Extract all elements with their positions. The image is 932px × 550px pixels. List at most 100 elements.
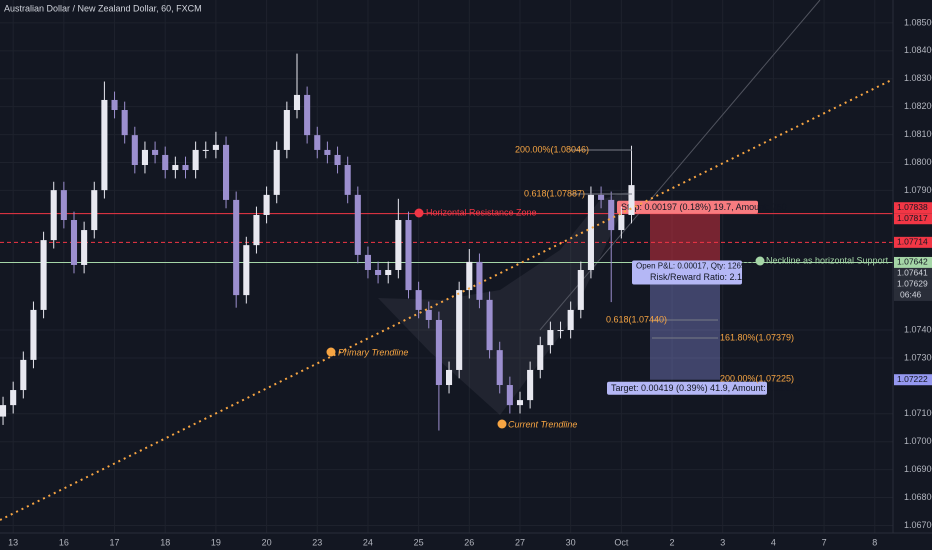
candle-body [354,194,361,255]
candle-body [324,149,331,155]
primary-label: Primary Trendline [338,347,408,357]
x-tick-label: 16 [59,537,69,547]
chart-title: Australian Dollar / New Zealand Dollar, … [4,3,202,13]
candle-body [425,309,432,320]
target-label: Target: 0.00419 (0.39%) 41.9, Amount: 15… [611,383,801,393]
x-tick-label: 24 [363,537,373,547]
candle-body [293,94,301,111]
x-tick-label: 26 [464,537,474,547]
candle-body [111,99,118,111]
candle-body [30,309,37,360]
candle-body [628,185,635,215]
candle-body [253,214,260,246]
candle-body [395,220,402,270]
price-tag-label: 1.07642 [897,257,928,267]
x-tick-label: 25 [414,537,424,547]
x-tick-label: 30 [566,537,576,547]
marker [326,347,336,357]
price-tag-label: 1.07714 [897,237,928,247]
candle-body [40,240,47,310]
x-tick-label: 27 [515,537,525,547]
fib-label: 0.618(1.07440) [606,314,667,324]
candle-body [222,144,230,200]
candle-body [0,405,7,417]
price-tag-label: 1.07222 [897,374,928,384]
stop-box [617,200,758,214]
candle-body [476,261,483,300]
countdown-tag [894,289,932,301]
price-tag-label: 1.07641 [897,268,928,278]
candle-body [527,369,534,401]
price-tag [894,256,932,268]
candle-body [304,94,311,136]
candle-body [445,369,453,386]
price-tag [894,278,932,290]
price-tag [894,213,932,225]
x-tick-label: 13 [8,537,18,547]
countdown-label: 06:46 [900,290,922,300]
candle-body [608,199,615,231]
x-tick-label: 2 [670,537,675,547]
candles [0,53,635,431]
y-tick-label: 1.07000 [904,436,932,446]
open-pl-label: Open P&L: 0.00017, Qty: 126903 [636,262,755,271]
stop-label: Stop: 0.00197 (0.18%) 19.7, Amount: 750 [621,202,787,212]
resistance-label: Horizontal Resistance Zone [426,207,537,217]
rr-label: Risk/Reward Ratio: 2.13 [650,272,747,282]
y-tick-label: 1.08500 [904,17,932,27]
candle-body [273,149,280,195]
y-tick-label: 1.08200 [904,101,932,111]
candle-body [557,330,564,332]
candle-body [405,220,412,291]
x-tick-label: Oct [614,537,629,547]
candle-body [334,154,341,166]
candle-body [344,165,351,195]
candle-body [577,269,584,310]
candle-body [101,99,108,191]
fib-label: 161.80%(1.07379) [720,332,794,342]
candle-body [537,345,544,370]
candle-body [435,319,442,386]
candle-body [81,230,88,265]
candle-body [516,400,524,406]
price-tag-label: 1.07817 [897,213,928,223]
candle-body [50,190,57,241]
y-tick-label: 1.08000 [904,157,932,167]
price-tag-label: 1.07629 [897,279,928,289]
price-tag [894,236,932,248]
x-tick-label: 18 [160,537,170,547]
candle-body [385,269,392,276]
candle-body [567,309,574,331]
candle-body [182,165,189,171]
candle-body [506,385,513,406]
candle-body [131,135,138,166]
axes: 1.08500 1.08400 1.08300 1.08200 1.08100 1.080… [8,17,932,547]
y-tick-label: 1.07300 [904,352,932,362]
candle-body [466,261,473,291]
candle-body [243,245,250,296]
candle-body [141,149,148,166]
candle-body [202,149,209,151]
x-tick-label: 8 [872,537,877,547]
candle-body [314,135,321,150]
target-box [607,381,767,395]
position-tool: Stop: 0.00197 (0.18%) 19.7, Amount: 750 O… [607,200,801,395]
y-tick-label: 1.07100 [904,408,932,418]
candle-body [364,254,371,270]
pl-box [632,260,742,285]
x-tick-label: 7 [822,537,827,547]
y-tick-label: 1.08100 [904,129,932,139]
x-tick-label: 4 [771,537,776,547]
candle-body [60,190,67,221]
candle-body [10,390,17,406]
y-tick-label: 1.06900 [904,464,932,474]
candle-body [70,220,78,265]
fib-label: 200.00%(1.08046) [515,144,589,154]
candle-body [91,190,98,231]
price-tag-label: 1.07838 [897,202,928,212]
candle-body [121,110,128,136]
candle-body [547,330,554,346]
candle-body [20,359,27,391]
candle-body [375,269,382,276]
